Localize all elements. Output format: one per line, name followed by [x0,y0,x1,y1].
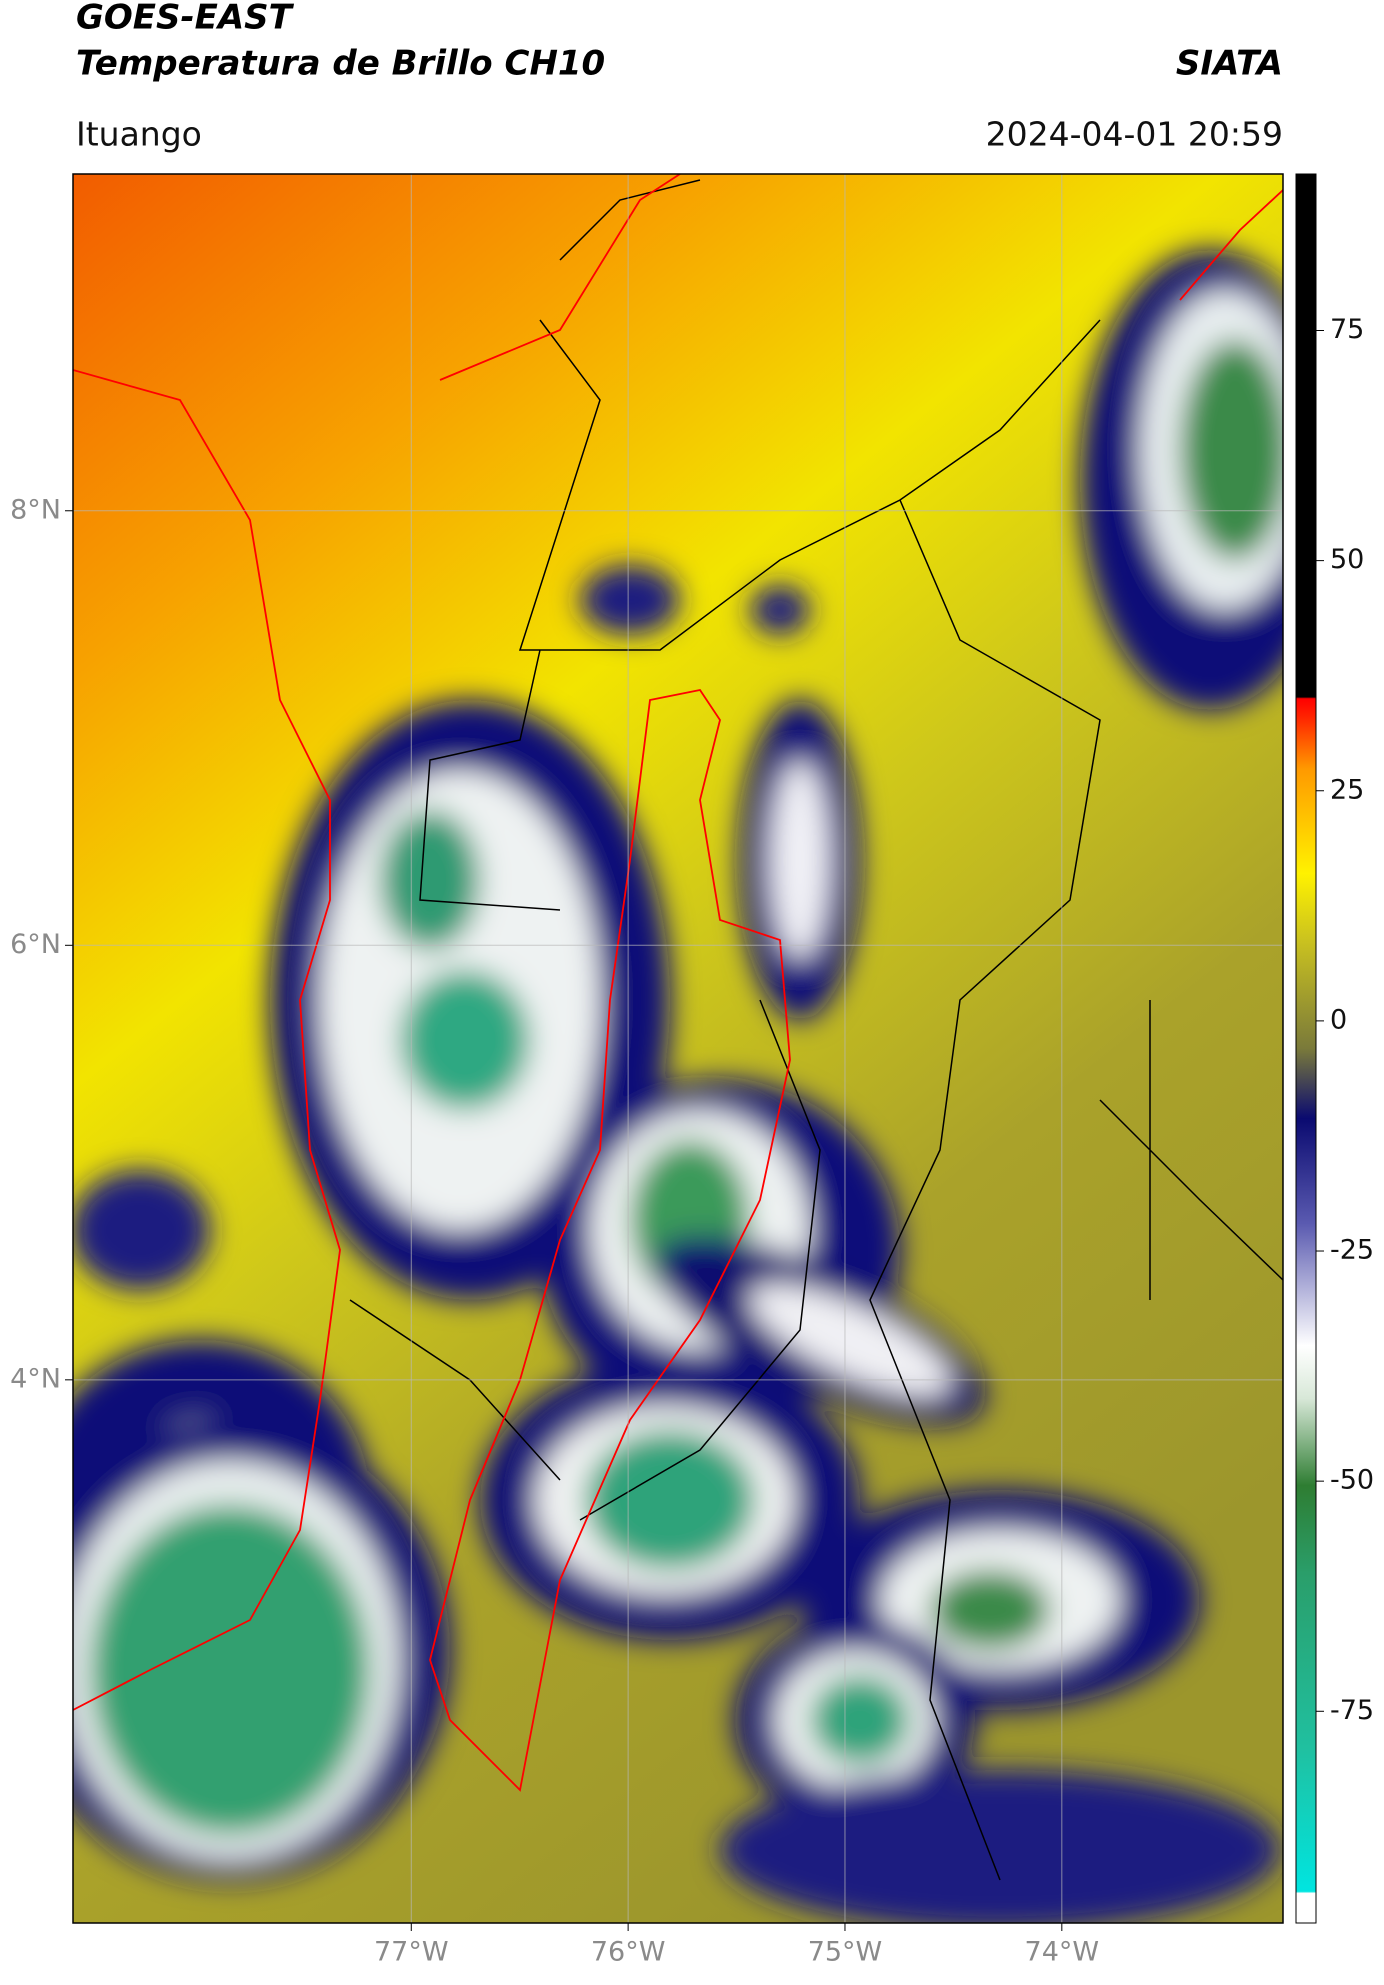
colorbar [1295,173,1317,1924]
colorbar-tick-label: 0 [1330,1004,1347,1035]
title: GOES-EAST [76,0,295,38]
map-image [73,174,1283,1923]
location: Ituango [76,115,202,154]
colorbar-tick-label: -50 [1330,1465,1374,1496]
subtitle: Temperatura de Brillo CH10 [76,44,605,84]
x-tick-label: 75°W [808,1937,883,1968]
y-tick-label: 8°N [10,494,61,525]
x-tick-label: 74°W [1025,1937,1100,1968]
colorbar-tick-label: -75 [1330,1695,1374,1726]
y-tick-label: 6°N [10,929,61,960]
datetime: 2024-04-01 20:59 [986,115,1283,154]
map-frame [72,173,1284,1924]
x-tick-label: 76°W [591,1937,666,1968]
cloud-field [73,250,1283,1923]
colorbar-tick-label: 50 [1330,544,1364,575]
basin-outline [73,174,1283,1792]
colorbar-tick-label: 25 [1330,774,1364,805]
x-tick-label: 77°W [374,1937,449,1968]
grid [73,174,1283,1923]
colorbar-tick-label: -25 [1330,1235,1374,1266]
source: SIATA [1176,44,1283,84]
y-tick-label: 4°N [10,1363,61,1394]
colorbar-tick-label: 75 [1330,314,1364,345]
